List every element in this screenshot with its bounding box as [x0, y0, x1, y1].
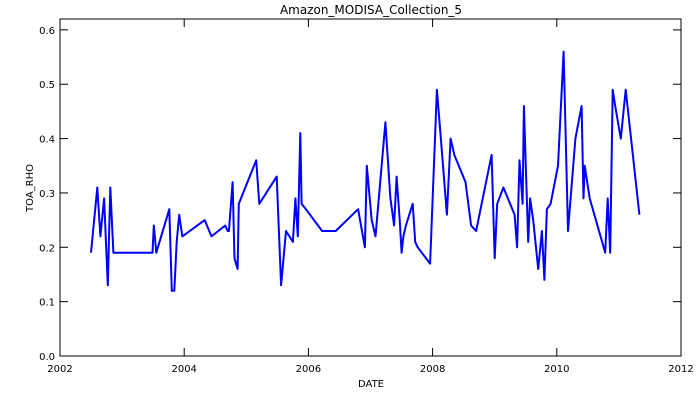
y-tick-label: 0.2	[39, 243, 55, 254]
y-tick-label: 0.1	[39, 298, 55, 309]
x-axis-label: DATE	[358, 379, 384, 390]
chart-title: Amazon_MODISA_Collection_5	[280, 3, 462, 17]
y-tick-label: 0.4	[39, 135, 55, 146]
y-tick-label: 0.6	[39, 26, 55, 37]
x-tick-label: 2006	[296, 364, 321, 375]
x-tick-label: 2004	[171, 364, 196, 375]
y-axis-label: TOA_RHO	[25, 164, 36, 213]
y-tick-label: 0.5	[39, 80, 55, 91]
x-tick-label: 2012	[668, 364, 693, 375]
x-tick-label: 2008	[420, 364, 445, 375]
y-tick-label: 0.3	[39, 189, 55, 200]
x-axis: 2002 2004 2006 2008 2010 2012	[47, 19, 694, 375]
x-tick-label: 2010	[544, 364, 569, 375]
y-axis: 0.0 0.1 0.2 0.3 0.4 0.5 0.6	[39, 26, 681, 363]
x-tick-label: 2002	[47, 364, 72, 375]
plot-frame	[59, 18, 682, 357]
y-tick-label: 0.0	[39, 352, 55, 363]
series-line	[90, 50, 641, 292]
